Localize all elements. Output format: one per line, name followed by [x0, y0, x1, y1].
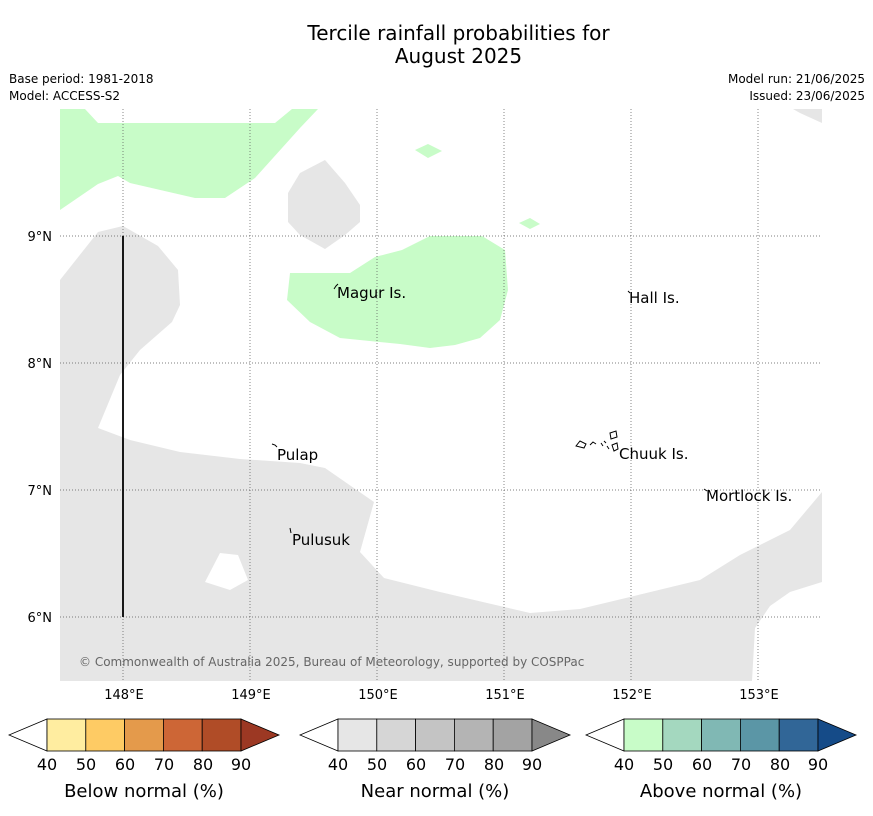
colorbar-label-below: Below normal (%) [64, 781, 224, 802]
near-normal-north [288, 160, 360, 249]
tick-label: 90 [521, 755, 543, 774]
lat-label-8n: 8°N [28, 357, 53, 372]
above-normal-blob-2 [519, 218, 540, 229]
model-name: Model: ACCESS-S2 [9, 89, 121, 103]
lat-label-9n: 9°N [28, 230, 53, 245]
colorbar-above-normal [585, 718, 858, 752]
tick-label: 60 [405, 755, 427, 774]
tick-label: 40 [327, 755, 349, 774]
tick-label: 70 [730, 755, 752, 774]
colorbar-below-normal [8, 718, 281, 752]
rainfall-map: Magur Is. Hall Is. Pulap Chuuk Is. Mortl… [28, 109, 822, 700]
colorbar-segment [162, 718, 203, 752]
colorbar-segment [337, 718, 378, 752]
colorbar-near-normal [299, 718, 572, 752]
colorbar-segment [453, 718, 494, 752]
tick-label: 50 [366, 755, 388, 774]
gridlines [60, 109, 822, 681]
tick-label: 70 [444, 755, 466, 774]
near-normal-west-south [60, 226, 822, 681]
colorbar-segment [623, 718, 664, 752]
above-normal-magur [287, 236, 508, 348]
colorbar-segment [778, 718, 819, 752]
copyright-text: © Commonwealth of Australia 2025, Bureau… [79, 655, 584, 669]
model-run: Model run: 21/06/2025 [727, 72, 865, 86]
colorbar-label-above: Above normal (%) [639, 781, 803, 802]
lon-label-153e: 153°E [739, 688, 779, 700]
colorbar-segment [85, 718, 126, 752]
above-normal-region [60, 109, 540, 348]
colorbar-segment [46, 718, 87, 752]
place-label-pulap: Pulap [277, 446, 318, 464]
colorbar-left-arrow [8, 718, 48, 752]
meta-right: Model run: 21/06/2025 Issued: 23/06/2025 [728, 71, 865, 105]
white-hole [205, 553, 248, 590]
colorbar-segment [124, 718, 164, 752]
lon-label-151e: 151°E [485, 688, 525, 700]
tick-label: 80 [483, 755, 505, 774]
place-label-mortlock: Mortlock Is. [706, 487, 792, 505]
colorbar-left-arrow [299, 718, 339, 752]
tick-label: 60 [691, 755, 713, 774]
lon-label-149e: 149°E [231, 688, 271, 700]
colorbar-segment [662, 718, 703, 752]
colorbar-left-arrow [585, 718, 625, 752]
colorbar-segment [376, 718, 417, 752]
tick-label: 60 [114, 755, 136, 774]
lon-label-150e: 150°E [358, 688, 398, 700]
tick-label: 50 [75, 755, 97, 774]
place-label-hall: Hall Is. [629, 289, 680, 307]
meta-left: Base period: 1981-2018 Model: ACCESS-S2 [9, 71, 154, 105]
colorbar-segment [739, 718, 780, 752]
base-period: Base period: 1981-2018 [9, 72, 154, 86]
tick-label: 80 [769, 755, 791, 774]
colorbar-segment [701, 718, 741, 752]
lat-label-7n: 7°N [28, 484, 53, 499]
island-outlines [271, 283, 708, 534]
tick-label: 70 [153, 755, 175, 774]
tick-label: 90 [230, 755, 252, 774]
colorbar-right-arrow [240, 718, 281, 752]
colorbar-label-near: Near normal (%) [360, 781, 510, 802]
colorbar-segment [492, 718, 533, 752]
issued-date: Issued: 23/06/2025 [749, 89, 865, 103]
chuuk-islands-shape [575, 430, 619, 452]
magur-island-shape [333, 283, 339, 290]
above-normal-nw [60, 109, 318, 210]
title-line-1: Tercile rainfall probabilities for [307, 21, 610, 45]
near-normal-ne-corner [793, 109, 822, 123]
title-line-2: August 2025 [394, 44, 523, 68]
lon-label-148e: 148°E [104, 688, 144, 700]
tick-label: 40 [36, 755, 58, 774]
colorbar-segment [201, 718, 242, 752]
hall-island-shape [627, 290, 631, 294]
colorbar-right-arrow [817, 718, 858, 752]
colorbar-right-arrow [531, 718, 572, 752]
pulap-island-shape [271, 443, 278, 448]
pulusuk-island-shape [289, 527, 292, 534]
tick-label: 80 [192, 755, 214, 774]
chart-title: Tercile rainfall probabilities for Augus… [0, 22, 873, 68]
colorbar-segment [415, 718, 455, 752]
lat-label-6n: 6°N [28, 611, 53, 626]
place-label-chuuk: Chuuk Is. [619, 445, 688, 463]
place-label-pulusuk: Pulusuk [292, 531, 350, 549]
place-label-magur: Magur Is. [337, 284, 406, 302]
tick-label: 90 [807, 755, 829, 774]
mortlock-island-shape [703, 488, 708, 492]
tick-label: 40 [613, 755, 635, 774]
tick-label: 50 [652, 755, 674, 774]
lon-label-152e: 152°E [612, 688, 652, 700]
near-normal-region [60, 109, 822, 681]
above-normal-blob-1 [415, 144, 442, 158]
